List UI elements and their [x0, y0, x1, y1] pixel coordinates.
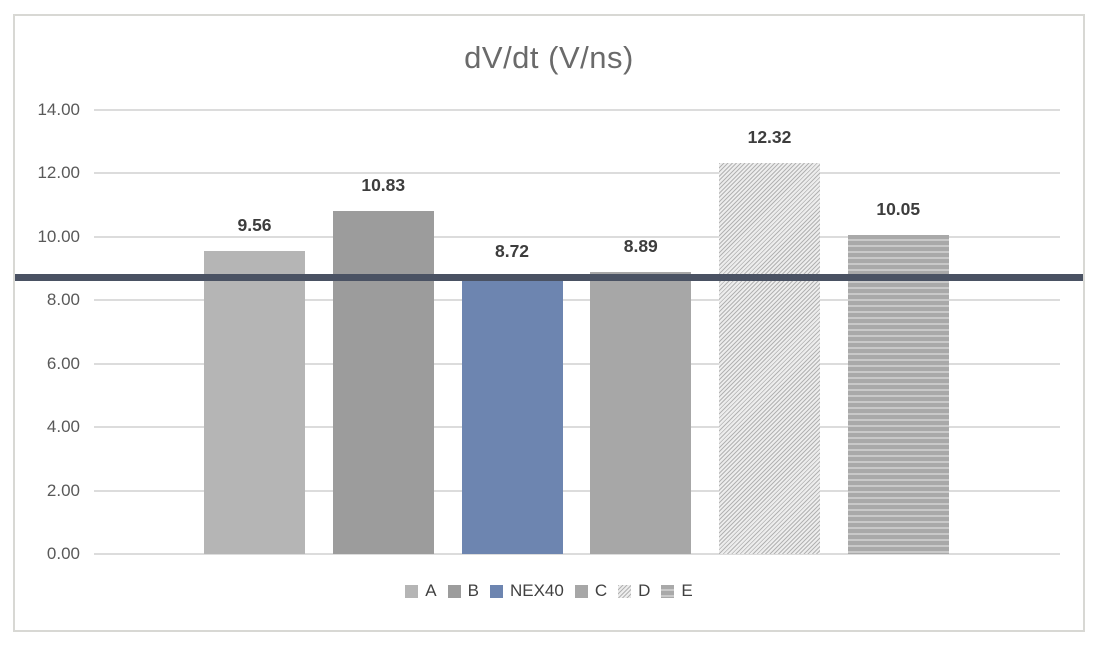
- legend-swatch-C: [574, 584, 588, 598]
- legend-label-D: D: [638, 581, 651, 600]
- gridline-y-10.00: [94, 235, 1060, 238]
- y-tick-label: 2.00: [46, 480, 80, 500]
- gridline-y-12.00: [94, 172, 1060, 175]
- bar-E: [847, 235, 949, 554]
- legend-label-B: B: [467, 581, 479, 600]
- gridline-y-0.00: [94, 553, 1060, 555]
- legend: A B NEX40 C D E: [15, 581, 1083, 601]
- legend-label-C: C: [594, 581, 608, 600]
- legend-label-E: E: [681, 581, 693, 600]
- legend-item-A: A: [405, 581, 437, 601]
- legend-item-E: E: [661, 581, 693, 601]
- gridline-y-2.00: [94, 489, 1060, 492]
- reference-line: [15, 273, 1083, 281]
- legend-swatch-B: [447, 584, 461, 598]
- y-tick-label: 0.00: [46, 544, 80, 563]
- bar-value-label-NEX40: 8.72: [494, 241, 530, 262]
- legend-swatch-A: [405, 584, 419, 598]
- bar-A: [204, 250, 305, 554]
- legend-swatch-E: [661, 584, 675, 598]
- legend-label-NEX40: NEX40: [509, 581, 564, 600]
- legend-item-B: B: [447, 581, 479, 601]
- bar-C: [590, 272, 692, 554]
- bar-value-label-A: 9.56: [237, 214, 272, 235]
- y-tick-label: 10.00: [37, 226, 80, 246]
- bar-B: [332, 210, 434, 554]
- bar-value-label-E: 10.05: [876, 199, 921, 220]
- gridline-y-6.00: [94, 362, 1060, 365]
- bar-D: [719, 163, 820, 554]
- legend-label-A: A: [425, 581, 437, 600]
- legend-item-C: C: [574, 581, 608, 601]
- legend-swatch-NEX40: [489, 584, 503, 598]
- legend-swatch-D: [618, 584, 632, 598]
- y-tick-label: 6.00: [46, 353, 80, 373]
- bar-NEX40: [461, 277, 563, 554]
- y-tick-label: 8.00: [46, 290, 80, 310]
- gridline-y-4.00: [94, 426, 1060, 429]
- legend-item-NEX40: NEX40: [489, 581, 564, 601]
- legend-item-D: D: [618, 581, 650, 601]
- y-tick-label: 4.00: [46, 417, 80, 437]
- y-tick-label: 14.00: [37, 100, 80, 119]
- bar-value-label-D: 12.32: [747, 127, 792, 148]
- y-tick-label: 12.00: [37, 163, 80, 183]
- gridline-y-14.00: [94, 109, 1060, 111]
- chart-title: dV/dt (V/ns): [464, 40, 634, 75]
- plot-area: 0.00 2.00 4.00 6.00 8.00 10.00 12.00 14.00 9.56 1…: [37, 100, 1060, 563]
- bar-value-label-B: 10.83: [361, 174, 406, 195]
- chart-frame: dV/dt (V/ns) 0.00 2.00 4.00 6.00 8.00 10.00 12…: [13, 14, 1085, 632]
- bar-value-label-C: 8.89: [623, 236, 658, 257]
- gridline-y-8.00: [94, 299, 1060, 302]
